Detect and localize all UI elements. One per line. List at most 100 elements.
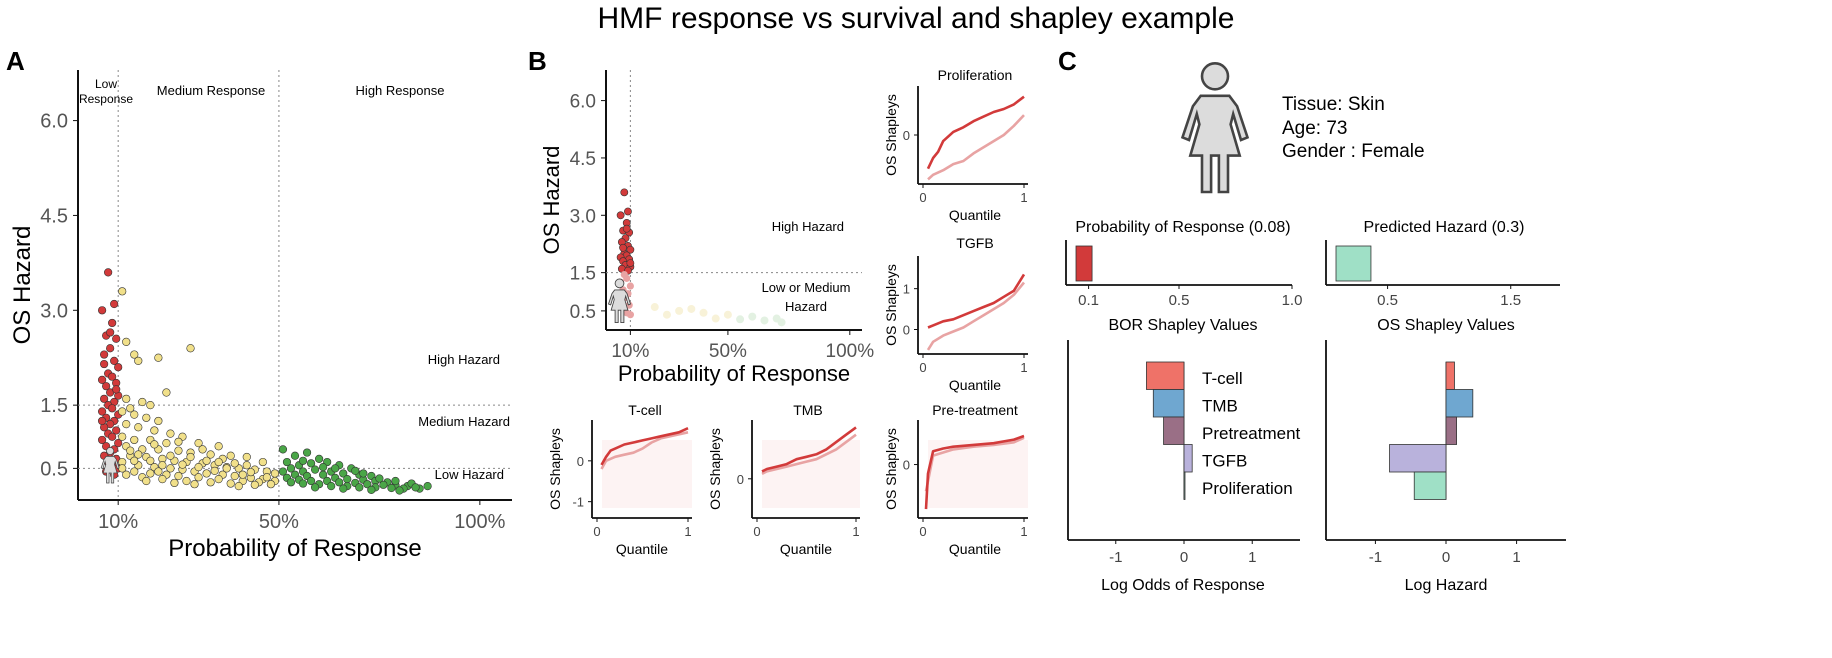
- data-point: [162, 438, 171, 448]
- data-point: [315, 454, 324, 463]
- shapley-panel-title: BOR Shapley Values: [1108, 317, 1257, 334]
- y-axis-title: OS Shapleys: [547, 428, 563, 510]
- data-point: [186, 452, 195, 462]
- faded-point: [777, 318, 786, 327]
- data-point: [351, 466, 360, 476]
- data-point: [214, 442, 223, 451]
- panel-c-shapley-bars: BOR Shapley Values -1 0 1 Log Odds of Respon…: [1067, 317, 1566, 594]
- x-tick-label: 0.5: [1377, 292, 1398, 309]
- x-tick-label: 1: [1248, 549, 1256, 566]
- data-point: [206, 450, 215, 459]
- figure-title: HMF response vs survival and shapley exa…: [598, 2, 1235, 35]
- category-label: Pretreatment: [1202, 424, 1301, 443]
- data-point: [108, 404, 117, 413]
- data-point: [126, 446, 135, 455]
- faded-background: [602, 440, 692, 508]
- female-person-silhouette: [1180, 62, 1250, 194]
- faded-point: [699, 308, 708, 317]
- shapley-bar: [1445, 389, 1474, 418]
- data-point: [230, 471, 239, 481]
- data-point: [339, 469, 348, 478]
- data-point: [166, 451, 175, 460]
- data-point: [619, 243, 627, 252]
- panel-label-a: A: [6, 46, 25, 76]
- y-tick-label: 0: [577, 454, 584, 469]
- data-point: [262, 473, 271, 482]
- data-point: [278, 445, 288, 454]
- plot-title: TGFB: [956, 235, 993, 251]
- data-point: [108, 318, 117, 328]
- data-point: [411, 483, 420, 492]
- faded-point: [760, 316, 769, 325]
- data-point: [335, 478, 344, 487]
- data-point: [150, 440, 159, 449]
- data-point: [194, 463, 203, 472]
- data-point: [146, 401, 155, 410]
- data-point: [210, 466, 219, 476]
- x-axis-title: Quantile: [616, 541, 668, 557]
- data-point: [298, 479, 308, 488]
- data-point: [339, 484, 348, 493]
- data-point: [104, 268, 113, 277]
- x-axis-title: Quantile: [949, 541, 1001, 557]
- dependence-plot-tcell: T-cell -1 0 0 1 Quantile OS Shapleys: [547, 402, 692, 557]
- region-label-low-response: Low: [95, 77, 117, 91]
- data-point: [118, 407, 127, 416]
- data-point: [154, 416, 163, 426]
- x-tick-label: 0: [919, 360, 926, 375]
- data-point: [238, 470, 247, 479]
- data-point: [278, 467, 288, 476]
- x-tick-label: 0.1: [1078, 292, 1099, 309]
- data-point: [158, 475, 167, 484]
- data-point: [343, 475, 352, 484]
- y-axis-title: OS Hazard: [9, 226, 36, 345]
- shapley-bar: [1445, 361, 1455, 390]
- data-point: [106, 344, 115, 353]
- data-point: [122, 337, 131, 347]
- data-point: [202, 469, 211, 478]
- data-point: [310, 483, 320, 492]
- shapley-bar: [1413, 471, 1447, 500]
- data-point: [106, 328, 115, 337]
- plot-title: T-cell: [628, 402, 661, 418]
- person-body: [1180, 94, 1250, 194]
- data-point: [626, 311, 634, 319]
- data-point: [98, 416, 107, 426]
- category-label: TGFB: [1202, 452, 1247, 471]
- data-point: [250, 480, 259, 489]
- y-tick-label: 3.0: [570, 206, 596, 227]
- patient-tissue: Tissue: Skin: [1282, 94, 1385, 115]
- person-body: [100, 456, 120, 484]
- series-line: [600, 427, 689, 466]
- data-point: [310, 465, 320, 474]
- data-point: [130, 467, 139, 476]
- data-point: [98, 435, 107, 445]
- data-point: [194, 473, 203, 482]
- data-point: [100, 394, 109, 403]
- data-point: [170, 478, 179, 488]
- shapley-bar: [1389, 444, 1447, 473]
- region-label-high-hazard: High Hazard: [428, 352, 500, 367]
- value-bar: [1335, 245, 1372, 282]
- faded-background: [762, 440, 860, 508]
- data-point: [102, 382, 111, 391]
- panel-c-patient: Tissue: Skin Age: 73 Gender : Female: [1180, 62, 1425, 194]
- x-tick-label: 10%: [98, 511, 138, 533]
- series-line: [927, 273, 1026, 329]
- patient-marker-icon: [607, 278, 632, 323]
- data-point: [375, 474, 384, 483]
- dependence-plot-pretreatment: Pre-treatment 0 0 1 Quantile OS Shapleys: [883, 402, 1028, 557]
- data-point: [162, 388, 171, 397]
- data-point: [110, 356, 119, 365]
- y-tick-label: 1.5: [40, 395, 68, 417]
- x-axis-title: Log Hazard: [1405, 577, 1488, 594]
- data-point: [198, 445, 207, 454]
- series-line: [926, 281, 1026, 351]
- data-point: [158, 461, 167, 470]
- data-point: [622, 224, 631, 233]
- data-point: [122, 470, 131, 479]
- x-tick-label: 0: [753, 524, 760, 539]
- shapley-bar: [1183, 444, 1193, 473]
- x-tick-label: 0: [919, 524, 926, 539]
- y-tick-label: 6.0: [40, 111, 68, 133]
